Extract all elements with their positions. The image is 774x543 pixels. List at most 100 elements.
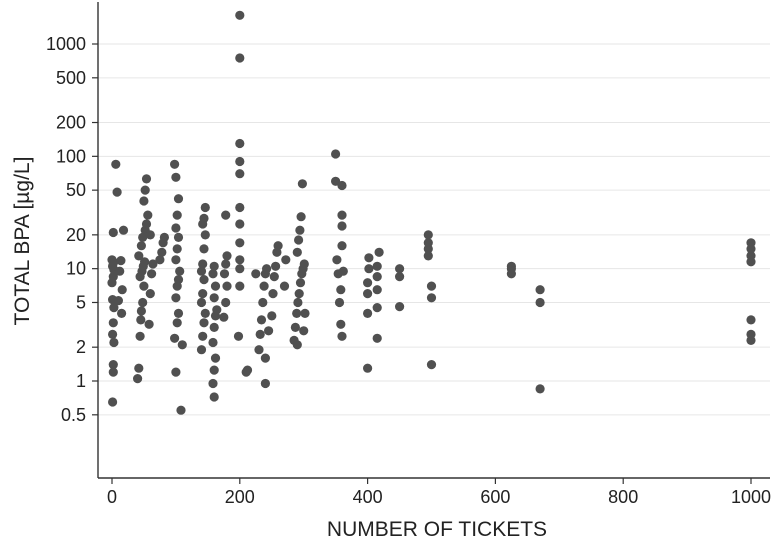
data-point — [145, 289, 155, 299]
data-point — [171, 293, 181, 303]
y-tick-label: 20 — [66, 225, 86, 245]
data-point — [198, 289, 208, 299]
data-point — [113, 296, 123, 306]
data-points — [107, 10, 756, 415]
data-point — [363, 363, 373, 373]
data-point — [172, 210, 182, 220]
data-point — [157, 247, 167, 257]
x-tick-label: 0 — [107, 487, 117, 507]
data-point — [136, 315, 146, 325]
data-point — [235, 202, 245, 213]
data-point — [337, 210, 347, 220]
data-point — [295, 278, 306, 288]
data-point — [363, 278, 373, 288]
data-point — [222, 281, 232, 291]
y-tick-label: 0.5 — [61, 405, 86, 425]
data-point — [258, 297, 268, 308]
data-point — [140, 185, 150, 195]
data-point — [199, 244, 209, 254]
data-point — [173, 308, 184, 318]
data-point — [108, 329, 118, 339]
data-point — [170, 333, 180, 343]
data-point — [423, 230, 433, 240]
data-point — [235, 156, 245, 167]
data-point — [264, 326, 274, 336]
data-point — [292, 340, 302, 350]
data-point — [147, 269, 157, 279]
data-point — [199, 213, 209, 223]
data-point — [144, 319, 154, 329]
data-point — [171, 255, 181, 265]
data-point — [134, 251, 144, 261]
data-point — [334, 297, 345, 308]
data-point — [336, 285, 346, 295]
data-point — [296, 212, 306, 222]
data-point — [426, 281, 437, 291]
x-tick-label: 200 — [225, 487, 255, 507]
data-point — [292, 308, 302, 318]
data-point — [136, 241, 146, 251]
data-point — [133, 374, 143, 384]
y-tick-label: 2 — [76, 337, 86, 357]
data-point — [117, 285, 127, 295]
data-point — [294, 235, 304, 245]
y-axis-title: TOTAL BPA [µg/L] — [11, 157, 34, 326]
data-point — [141, 219, 152, 229]
x-tick-label: 1000 — [731, 487, 771, 507]
data-point — [423, 251, 433, 261]
data-point — [209, 322, 219, 332]
data-point — [256, 315, 267, 325]
data-point — [337, 180, 347, 191]
data-point — [267, 311, 277, 321]
data-point — [115, 266, 125, 276]
data-point — [535, 384, 545, 394]
data-point — [208, 269, 218, 279]
data-point — [337, 241, 347, 251]
data-point — [251, 269, 261, 279]
data-point — [118, 225, 129, 235]
data-point — [364, 264, 374, 274]
data-point — [746, 244, 756, 254]
data-point — [219, 269, 230, 279]
data-point — [262, 264, 272, 274]
x-axis-title: NUMBER OF TICKETS — [327, 518, 547, 541]
data-point — [138, 232, 148, 242]
data-point — [235, 10, 245, 20]
data-point — [259, 281, 269, 291]
data-point — [395, 302, 405, 312]
data-point — [175, 266, 185, 276]
data-point — [233, 331, 244, 341]
data-point — [209, 293, 219, 303]
data-point — [171, 223, 181, 233]
data-point — [117, 308, 127, 318]
x-tick-labels: 0 200 400 600 800 1000 — [107, 487, 771, 507]
data-point — [235, 53, 245, 63]
data-point — [299, 259, 309, 269]
data-point — [108, 227, 118, 238]
data-point — [196, 345, 207, 355]
data-point — [139, 281, 149, 291]
data-point — [210, 281, 221, 291]
data-point — [242, 365, 253, 375]
data-point — [171, 172, 181, 182]
data-point — [109, 303, 119, 313]
data-point — [506, 261, 516, 271]
data-point — [273, 241, 283, 251]
y-tick-label: 200 — [56, 113, 86, 133]
data-point — [281, 255, 291, 265]
data-point — [208, 378, 218, 389]
data-point — [235, 219, 245, 229]
data-point — [295, 225, 305, 235]
data-point — [300, 308, 310, 318]
data-point — [145, 230, 155, 240]
data-point — [219, 312, 229, 322]
data-point — [372, 285, 382, 295]
axes — [92, 2, 770, 484]
gridlines — [98, 43, 770, 416]
data-point — [293, 297, 303, 308]
data-point — [134, 363, 144, 373]
data-point — [155, 255, 165, 265]
data-point — [535, 297, 545, 308]
data-point — [173, 275, 184, 285]
data-point — [221, 210, 231, 220]
